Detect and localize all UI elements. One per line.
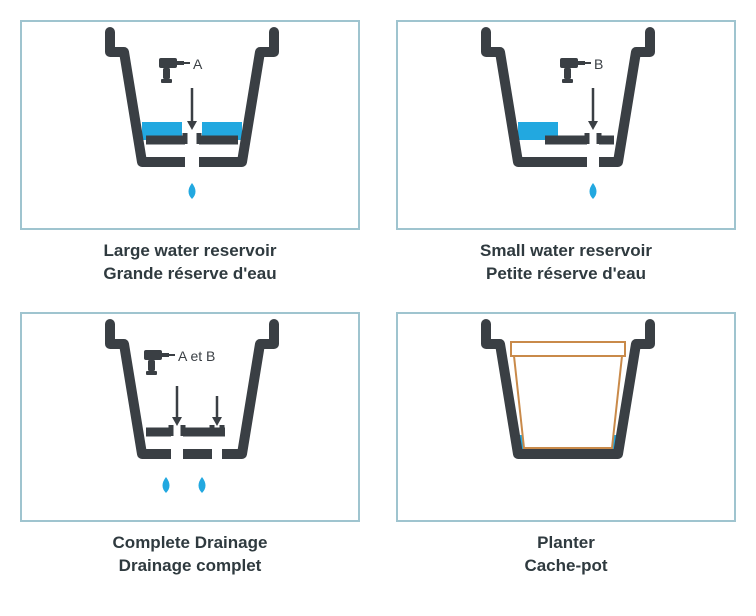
- caption-fr: Cache-pot: [524, 555, 607, 578]
- panel-small-reservoir: B Small water reservoirPetite réserve d'e…: [396, 20, 736, 304]
- drill-label: A: [193, 56, 203, 72]
- panel-frame: A et B: [20, 312, 360, 522]
- caption-fr: Drainage complet: [113, 555, 268, 578]
- drill-label: A et B: [178, 348, 215, 364]
- panel-complete-drainage: A et B Complete DrainageDrainage complet: [20, 312, 360, 596]
- panel-frame: B: [396, 20, 736, 230]
- caption-en: Small water reservoir: [480, 240, 652, 263]
- caption-en: Complete Drainage: [113, 532, 268, 555]
- caption-en: Planter: [524, 532, 607, 555]
- drill-label: B: [594, 56, 603, 72]
- panel-planter: PlanterCache-pot: [396, 312, 736, 596]
- caption-fr: Petite réserve d'eau: [480, 263, 652, 286]
- caption: Small water reservoirPetite réserve d'ea…: [480, 240, 652, 286]
- caption: Large water reservoirGrande réserve d'ea…: [103, 240, 276, 286]
- panel-large-reservoir: A Large water reservoirGrande réserve d'e…: [20, 20, 360, 304]
- caption: PlanterCache-pot: [524, 532, 607, 578]
- caption-en: Large water reservoir: [103, 240, 276, 263]
- panel-frame: A: [20, 20, 360, 230]
- panel-frame: [396, 312, 736, 522]
- caption-fr: Grande réserve d'eau: [103, 263, 276, 286]
- caption: Complete DrainageDrainage complet: [113, 532, 268, 578]
